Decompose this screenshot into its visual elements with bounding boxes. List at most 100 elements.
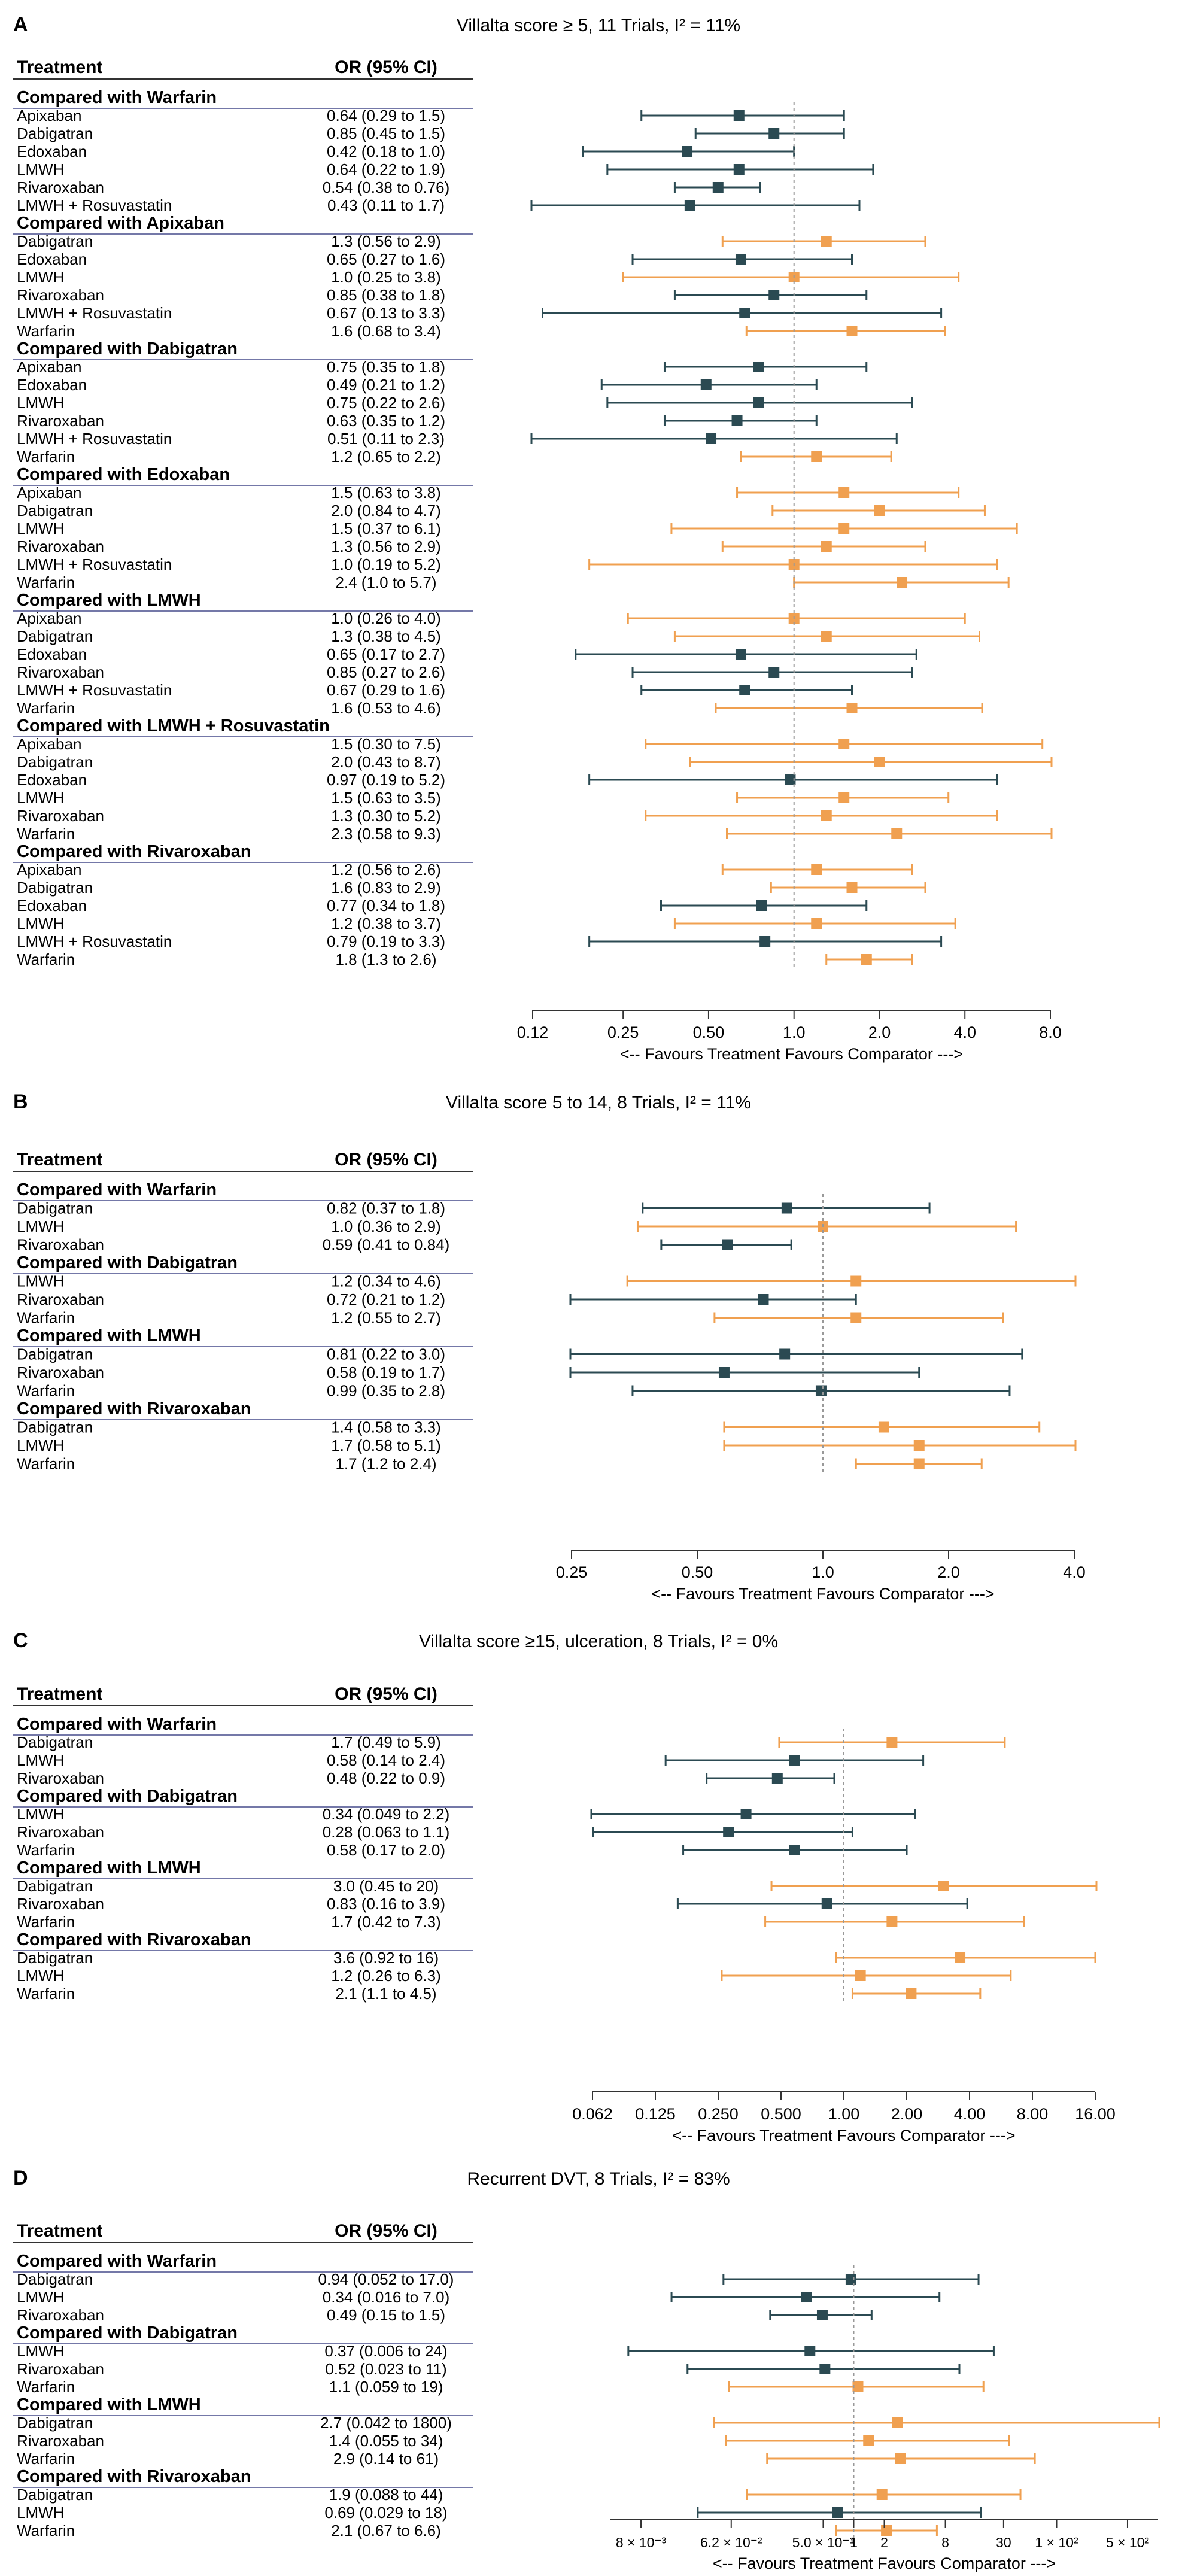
panel-b-row-label: LMWH: [17, 1217, 64, 1235]
panel-a-row-label: Apixaban: [17, 609, 81, 627]
panel-a-row-or-ci: 2.3 (0.58 to 9.3): [331, 825, 441, 843]
panel-d-row-or-ci: 2.7 (0.042 to 1800): [320, 2414, 452, 2432]
panel-a-row-or-ci: 0.64 (0.22 to 1.9): [327, 160, 445, 178]
panel-b-point-estimate: [878, 1421, 889, 1433]
panel-a-row-or-ci: 0.79 (0.19 to 3.3): [327, 932, 445, 950]
panel-a-point-estimate: [897, 577, 908, 588]
panel-c-x-tick-label: 2.00: [891, 2105, 923, 2123]
panel-d-point-estimate: [863, 2435, 874, 2446]
panel-a-point-estimate: [700, 379, 712, 390]
panel-c-header-treatment: Treatment: [17, 1684, 102, 1704]
panel-d-point-estimate: [845, 2274, 856, 2285]
panel-c-row-or-ci: 3.0 (0.45 to 20): [333, 1877, 439, 1895]
panel-d-point-estimate: [816, 2310, 828, 2320]
panel-a-point-estimate: [753, 397, 764, 408]
panel-b-row-label: Warfarin: [17, 1455, 75, 1473]
panel-b-row-label: Dabigatran: [17, 1199, 93, 1217]
panel-c-group-title: Compared with Dabigatran: [17, 1787, 238, 1806]
panel-a-row-or-ci: 1.2 (0.65 to 2.2): [331, 448, 441, 466]
panel-c-row-label: Warfarin: [17, 1841, 75, 1859]
panel-c-row-label: Dabigatran: [17, 1877, 93, 1895]
panel-d-point-estimate: [852, 2381, 864, 2392]
panel-a-row-label: LMWH: [17, 268, 64, 286]
panel-b-row-or-ci: 0.82 (0.37 to 1.8): [327, 1199, 445, 1217]
panel-d-point-estimate: [895, 2453, 906, 2464]
panel-a-row-or-ci: 2.0 (0.43 to 8.7): [331, 753, 441, 771]
panel-c-row-or-ci: 0.58 (0.17 to 2.0): [327, 1841, 445, 1859]
panel-a-point-estimate: [759, 936, 771, 947]
panel-a-letter: A: [13, 13, 28, 36]
panel-d-letter: D: [13, 2167, 28, 2189]
panel-d-x-tick-label: 8: [941, 2535, 949, 2550]
panel-a-row-label: LMWH + Rosuvastatin: [17, 430, 172, 448]
panel-a-group-title: Compared with Apixaban: [17, 214, 224, 233]
panel-c-x-tick-label: 0.500: [761, 2105, 801, 2123]
panel-a-row-label: LMWH + Rosuvastatin: [17, 555, 172, 573]
panel-a-row-or-ci: 0.54 (0.38 to 0.76): [323, 178, 449, 196]
panel-a-point-estimate: [846, 882, 858, 893]
panel-a-row-label: Rivaroxaban: [17, 807, 104, 825]
panel-a-row-label: LMWH: [17, 160, 64, 178]
panel-a-point-estimate: [739, 685, 750, 695]
panel-a-point-estimate: [874, 757, 885, 767]
panel-b-point-estimate: [781, 1202, 792, 1214]
panel-a-row-label: LMWH: [17, 789, 64, 807]
panel-a-row-or-ci: 0.85 (0.45 to 1.5): [327, 124, 445, 142]
panel-c-letter: C: [13, 1629, 28, 1652]
panel-b-row-label: Dabigatran: [17, 1345, 93, 1363]
panel-c-row-or-ci: 1.7 (0.42 to 7.3): [331, 1913, 441, 1931]
panel-a-row-or-ci: 0.85 (0.38 to 1.8): [327, 286, 445, 304]
panel-a-point-estimate: [838, 523, 850, 534]
panel-d-point-estimate: [832, 2507, 843, 2518]
panel-c-row-label: LMWH: [17, 1967, 64, 1985]
panel-a-row-label: Dabigatran: [17, 627, 93, 645]
panel-a-row-label: Rivaroxaban: [17, 412, 104, 430]
panel-c-point-estimate: [855, 1970, 866, 1981]
panel-c-row-or-ci: 0.83 (0.16 to 3.9): [327, 1895, 445, 1913]
panel-a-point-estimate: [861, 954, 872, 965]
panel-a-row-or-ci: 1.2 (0.38 to 3.7): [331, 915, 441, 932]
panel-c-row-label: Rivaroxaban: [17, 1823, 104, 1841]
panel-d-point-estimate: [819, 2364, 831, 2374]
panel-a-point-estimate: [838, 487, 850, 498]
panel-a-point-estimate: [838, 792, 850, 803]
panel-a-point-estimate: [684, 200, 695, 211]
panel-d-point-estimate: [876, 2489, 888, 2500]
panel-a-header-or-ci: OR (95% CI): [335, 57, 437, 77]
panel-a-row-label: LMWH: [17, 520, 64, 537]
panel-b-row-or-ci: 1.7 (0.58 to 5.1): [331, 1436, 441, 1454]
panel-a-x-tick-label: 1.0: [783, 1023, 806, 1041]
panel-a-row-or-ci: 0.64 (0.29 to 1.5): [327, 107, 445, 124]
panel-c-x-tick-label: 1.00: [828, 2105, 860, 2123]
panel-a-row-label: Rivaroxaban: [17, 286, 104, 304]
panel-a-row-label: Edoxaban: [17, 376, 87, 394]
panel-d-row-or-ci: 1.9 (0.088 to 44): [329, 2486, 443, 2504]
panel-c-point-estimate: [821, 1898, 832, 1909]
panel-b-x-tick-label: 0.50: [682, 1563, 713, 1581]
panel-b-row-or-ci: 0.72 (0.21 to 1.2): [327, 1290, 445, 1308]
panel-d-x-tick-label: 6.2 × 10⁻²: [700, 2535, 762, 2550]
panel-a-row-label: Warfarin: [17, 699, 75, 717]
panel-a-row-label: Apixaban: [17, 358, 81, 376]
panel-c-point-estimate: [955, 1952, 966, 1963]
panel-d-row-label: Warfarin: [17, 2378, 75, 2396]
panel-c-row-label: Rivaroxaban: [17, 1895, 104, 1913]
panel-d-group-title: Compared with Rivaroxaban: [17, 2467, 251, 2486]
panel-b-point-estimate: [718, 1367, 730, 1378]
panel-b-title: Villalta score 5 to 14, 8 Trials, I² = 1…: [446, 1093, 751, 1113]
panel-d-row-label: Rivaroxaban: [17, 2306, 104, 2324]
panel-b-row-label: LMWH: [17, 1436, 64, 1454]
panel-d-row-label: Dabigatran: [17, 2486, 93, 2504]
panel-a-row-label: Warfarin: [17, 448, 75, 466]
panel-c-row-or-ci: 1.2 (0.26 to 6.3): [331, 1967, 441, 1985]
panel-a-point-estimate: [811, 451, 822, 462]
panel-d-row-label: Rivaroxaban: [17, 2432, 104, 2450]
panel-a-point-estimate: [846, 703, 858, 713]
panel-a-row-or-ci: 0.77 (0.34 to 1.8): [327, 897, 445, 915]
panel-b-row-or-ci: 1.2 (0.34 to 4.6): [331, 1272, 441, 1290]
panel-a-point-estimate: [821, 631, 832, 642]
panel-a-row-label: Apixaban: [17, 861, 81, 879]
panel-d-x-tick-label: 30: [996, 2535, 1011, 2550]
panel-b-point-estimate: [815, 1385, 827, 1396]
